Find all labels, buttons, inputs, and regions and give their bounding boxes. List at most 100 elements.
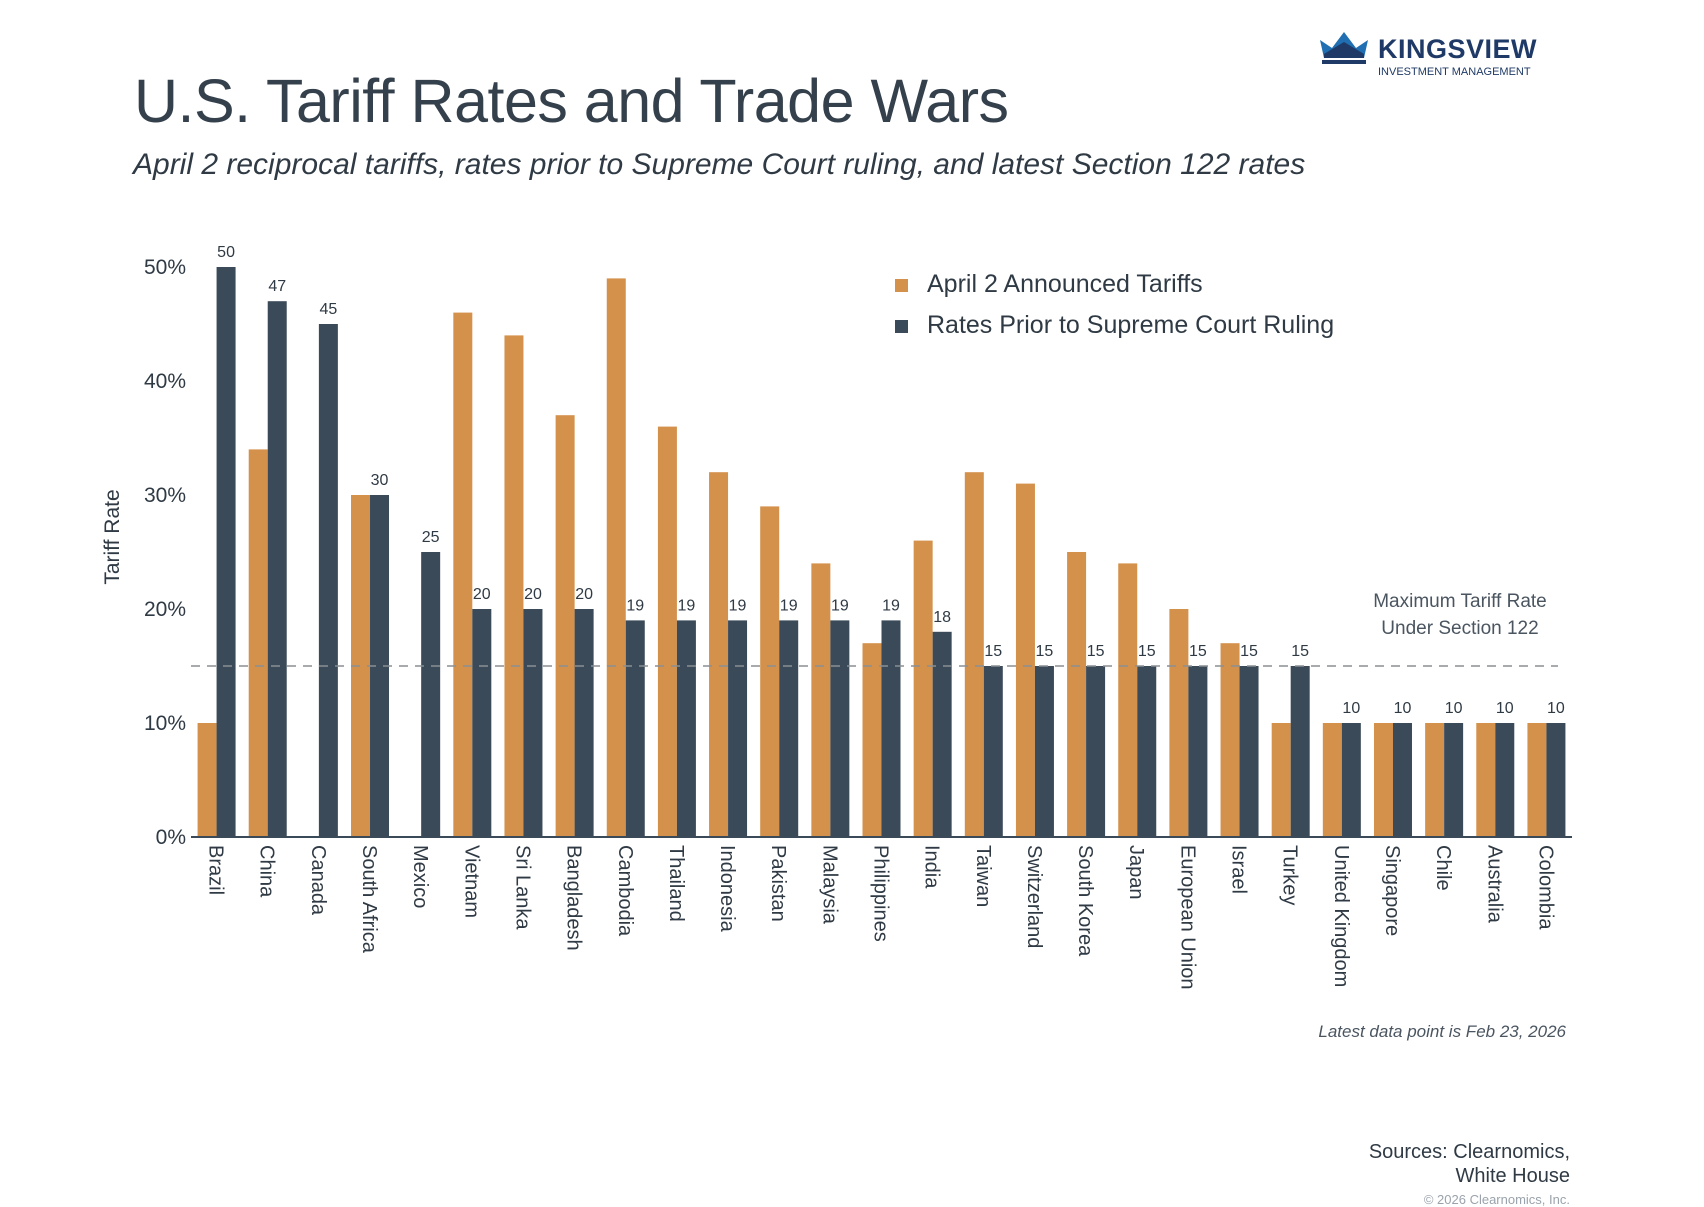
x-tick-label: United Kingdom bbox=[1330, 845, 1352, 987]
bar-april2 bbox=[1271, 723, 1291, 837]
bar-april2 bbox=[504, 335, 524, 837]
data-labels: 50 47 45 30 25 20 20 20 19 19 19 19 19 19 18 15 15 15 15 15… bbox=[217, 244, 1565, 717]
bar-prior bbox=[728, 620, 748, 837]
legend-swatch-prior bbox=[895, 320, 908, 333]
bar-april2 bbox=[709, 472, 729, 837]
bar-prior bbox=[932, 631, 952, 837]
bar-april2 bbox=[1425, 723, 1445, 837]
x-tick-label: Malaysia bbox=[818, 845, 840, 925]
x-tick-label: Taiwan bbox=[972, 845, 994, 907]
page-title: U.S. Tariff Rates and Trade Wars bbox=[134, 67, 1009, 135]
y-tick-label: 0% bbox=[156, 826, 186, 849]
x-tick-label: Colombia bbox=[1534, 845, 1556, 930]
data-label: 50 bbox=[217, 244, 235, 261]
data-label: 15 bbox=[1240, 643, 1258, 660]
x-tick-label: Chile bbox=[1432, 845, 1454, 891]
bar-prior bbox=[1239, 666, 1259, 837]
sources-line-1: Sources: Clearnomics, bbox=[1368, 1141, 1570, 1163]
sources-line-2: White House bbox=[1455, 1165, 1571, 1187]
x-axis: Brazil China Canada South Africa Mexico Vietn… bbox=[191, 836, 1572, 990]
data-label: 45 bbox=[319, 301, 337, 318]
x-tick-label: Pakistan bbox=[767, 845, 789, 922]
x-tick-label: India bbox=[921, 845, 943, 889]
bar-april2 bbox=[453, 312, 473, 838]
bar-prior bbox=[676, 620, 696, 837]
bar-prior bbox=[779, 620, 799, 837]
bar-april2 bbox=[811, 563, 831, 837]
bar-april2 bbox=[1373, 723, 1393, 837]
data-label: 10 bbox=[1342, 700, 1360, 717]
reference-line: Maximum Tariff Rate Under Section 122 bbox=[191, 591, 1558, 667]
x-tick-label: Singapore bbox=[1381, 845, 1403, 936]
legend-swatch-april2 bbox=[895, 279, 908, 292]
x-tick-label: China bbox=[256, 845, 278, 898]
x-tick-label: Switzerland bbox=[1023, 845, 1045, 948]
data-label: 10 bbox=[1496, 700, 1514, 717]
bar-prior bbox=[421, 552, 441, 837]
bar-april2 bbox=[913, 540, 933, 837]
data-label: 19 bbox=[831, 597, 849, 614]
kingsview-logo: KINGSVIEW INVESTMENT MANAGEMENT bbox=[1318, 30, 1548, 80]
x-tick-label: Sri Lanka bbox=[511, 845, 533, 930]
data-label: 19 bbox=[678, 597, 696, 614]
y-axis-label: Tariff Rate bbox=[101, 489, 124, 584]
bar-april2 bbox=[606, 278, 626, 837]
bar-april2 bbox=[964, 472, 984, 837]
data-label: 30 bbox=[371, 472, 389, 489]
bar-april2 bbox=[197, 723, 217, 837]
x-tick-label: Brazil bbox=[205, 845, 227, 895]
bar-prior bbox=[1341, 723, 1361, 837]
bar-prior bbox=[1034, 666, 1054, 837]
x-tick-label: Australia bbox=[1483, 845, 1505, 924]
bar-april2 bbox=[1476, 723, 1496, 837]
y-tick-label: 50% bbox=[144, 256, 186, 279]
bar-prior bbox=[881, 620, 901, 837]
x-tick-label: South Korea bbox=[1074, 845, 1096, 957]
bar-prior bbox=[267, 301, 287, 837]
data-label: 19 bbox=[729, 597, 747, 614]
crown-icon bbox=[1320, 32, 1368, 64]
bar-prior bbox=[1444, 723, 1464, 837]
data-label: 15 bbox=[984, 643, 1002, 660]
sources: Sources: Clearnomics, White House bbox=[1250, 1140, 1570, 1188]
x-tick-label: Mexico bbox=[409, 845, 431, 908]
data-label: 25 bbox=[422, 529, 440, 546]
bar-prior bbox=[1086, 666, 1106, 837]
bar-prior bbox=[625, 620, 645, 837]
bar-april2 bbox=[1527, 723, 1547, 837]
bar-april2 bbox=[1118, 563, 1138, 837]
data-label: 47 bbox=[268, 278, 286, 295]
x-tick-label: European Union bbox=[1176, 845, 1198, 990]
x-tick-label: Indonesia bbox=[716, 845, 738, 933]
bar-april2 bbox=[555, 415, 575, 837]
y-tick-label: 30% bbox=[144, 484, 186, 507]
data-label: 19 bbox=[626, 597, 644, 614]
x-tick-label: Cambodia bbox=[614, 845, 636, 937]
page-subtitle: April 2 reciprocal tariffs, rates prior … bbox=[133, 148, 1306, 181]
x-tick-label: Philippines bbox=[870, 845, 892, 942]
data-label: 20 bbox=[575, 586, 593, 603]
y-tick-label: 40% bbox=[144, 370, 186, 393]
data-label: 20 bbox=[524, 586, 542, 603]
data-label: 19 bbox=[780, 597, 798, 614]
bar-april2 bbox=[1322, 723, 1342, 837]
data-label: 15 bbox=[1036, 643, 1054, 660]
bar-prior bbox=[523, 609, 543, 837]
reference-label-line-1: Maximum Tariff Rate bbox=[1373, 591, 1547, 612]
y-tick-label: 20% bbox=[144, 598, 186, 621]
data-label: 15 bbox=[1189, 643, 1207, 660]
bar-prior bbox=[318, 324, 338, 837]
bar-april2 bbox=[248, 449, 268, 837]
x-tick-label: South Africa bbox=[358, 845, 380, 954]
y-axis: 0% 10% 20% 30% 40% 50% bbox=[144, 256, 186, 849]
bar-prior bbox=[1392, 723, 1412, 837]
data-label: 18 bbox=[933, 609, 951, 626]
logo-tagline: INVESTMENT MANAGEMENT bbox=[1378, 66, 1531, 78]
bar-prior bbox=[574, 609, 594, 837]
data-label: 10 bbox=[1547, 700, 1565, 717]
bar-april2 bbox=[760, 506, 780, 837]
x-tick-label: Israel bbox=[1228, 845, 1250, 894]
bar-prior bbox=[1188, 666, 1208, 837]
x-tick-label: Vietnam bbox=[460, 845, 482, 918]
